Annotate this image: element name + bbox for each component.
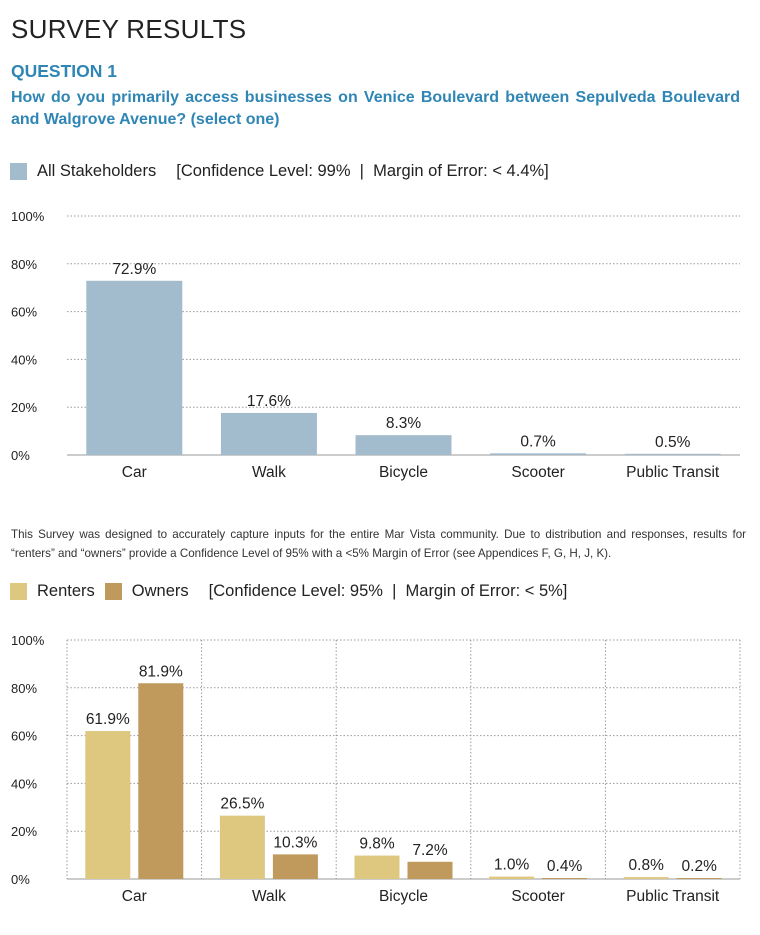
question-text: How do you primarily access businesses o… <box>11 89 740 128</box>
x-tick-label: Car <box>122 888 147 905</box>
data-label: 10.3% <box>273 834 317 851</box>
legend-confidence-info-2: [Confidence Level: 95% | Margin of Error… <box>208 582 568 600</box>
y-tick-label: 20% <box>11 400 37 415</box>
x-tick-label: Walk <box>252 464 286 481</box>
chart-renters-owners: 100% 80% 60% 40% 20% 0% 61.9% 81.9% Car 26.5% 10.3… <box>11 633 741 905</box>
page-title: SURVEY RESULTS <box>11 14 247 44</box>
y-tick-label: 40% <box>11 352 37 367</box>
bar <box>490 453 587 455</box>
bar <box>219 815 265 879</box>
x-tick-label: Scooter <box>511 464 564 481</box>
x-tick-label: Bicycle <box>379 464 428 481</box>
x-tick-label: Public Transit <box>626 464 720 481</box>
bar <box>138 683 184 879</box>
data-label: 0.4% <box>547 858 583 875</box>
data-label: 7.2% <box>412 842 448 859</box>
bar <box>272 854 318 879</box>
bar <box>407 861 453 879</box>
legend-confidence-info: [Confidence Level: 99% | Margin of Error… <box>176 162 549 180</box>
y-tick-label: 80% <box>11 257 37 272</box>
x-tick-label: Walk <box>252 888 286 905</box>
y-tick-label: 40% <box>11 776 37 791</box>
bar <box>220 412 317 455</box>
data-label: 61.9% <box>86 711 130 728</box>
y-tick-label: 100% <box>11 633 45 648</box>
bar <box>85 731 131 879</box>
data-label: 81.9% <box>139 663 183 680</box>
bar <box>354 855 400 879</box>
data-label: 9.8% <box>359 836 395 853</box>
y-tick-label: 0% <box>11 448 30 463</box>
data-label: 0.2% <box>682 858 718 875</box>
bar <box>542 878 588 879</box>
legend-swatch-stakeholders <box>10 163 27 180</box>
bar <box>623 877 669 879</box>
data-label: 0.7% <box>520 433 556 450</box>
y-tick-label: 60% <box>11 729 37 744</box>
bar <box>489 876 535 879</box>
y-tick-label: 80% <box>11 681 37 696</box>
y-tick-label: 0% <box>11 872 30 887</box>
question-label: QUESTION 1 <box>11 61 117 81</box>
y-tick-label: 20% <box>11 824 37 839</box>
legend-swatch-owners <box>104 583 122 600</box>
bar <box>624 453 721 455</box>
x-tick-label: Scooter <box>511 888 564 905</box>
legend-label-stakeholders: All Stakeholders <box>37 162 157 180</box>
bar <box>676 878 722 879</box>
x-tick-label: Public Transit <box>626 888 720 905</box>
bar <box>355 435 452 455</box>
data-label: 72.9% <box>112 261 156 278</box>
survey-note: This Survey was designed to accurately c… <box>11 528 746 560</box>
chart-all-stakeholders: 100% 80% 60% 40% 20% 0% 72.9% Car 17.6% Walk 8.3% B… <box>11 209 740 481</box>
legend-label-renters: Renters <box>37 582 95 600</box>
x-tick-label: Bicycle <box>379 888 428 905</box>
data-label: 0.8% <box>629 857 665 874</box>
data-label: 1.0% <box>494 857 530 874</box>
x-tick-label: Car <box>122 464 147 481</box>
y-tick-label: 100% <box>11 209 45 224</box>
y-tick-label: 60% <box>11 305 37 320</box>
data-label: 17.6% <box>247 393 291 410</box>
data-label: 26.5% <box>220 796 264 813</box>
legend-label-owners: Owners <box>131 582 189 600</box>
bar <box>86 280 183 455</box>
legend-chart-1: All Stakeholders [Confidence Level: 99% … <box>10 162 549 181</box>
data-label: 8.3% <box>386 415 422 432</box>
data-label: 0.5% <box>655 434 691 451</box>
legend-chart-2: Renters Owners [Confidence Level: 95% | … <box>10 582 567 601</box>
legend-swatch-renters <box>10 583 27 600</box>
